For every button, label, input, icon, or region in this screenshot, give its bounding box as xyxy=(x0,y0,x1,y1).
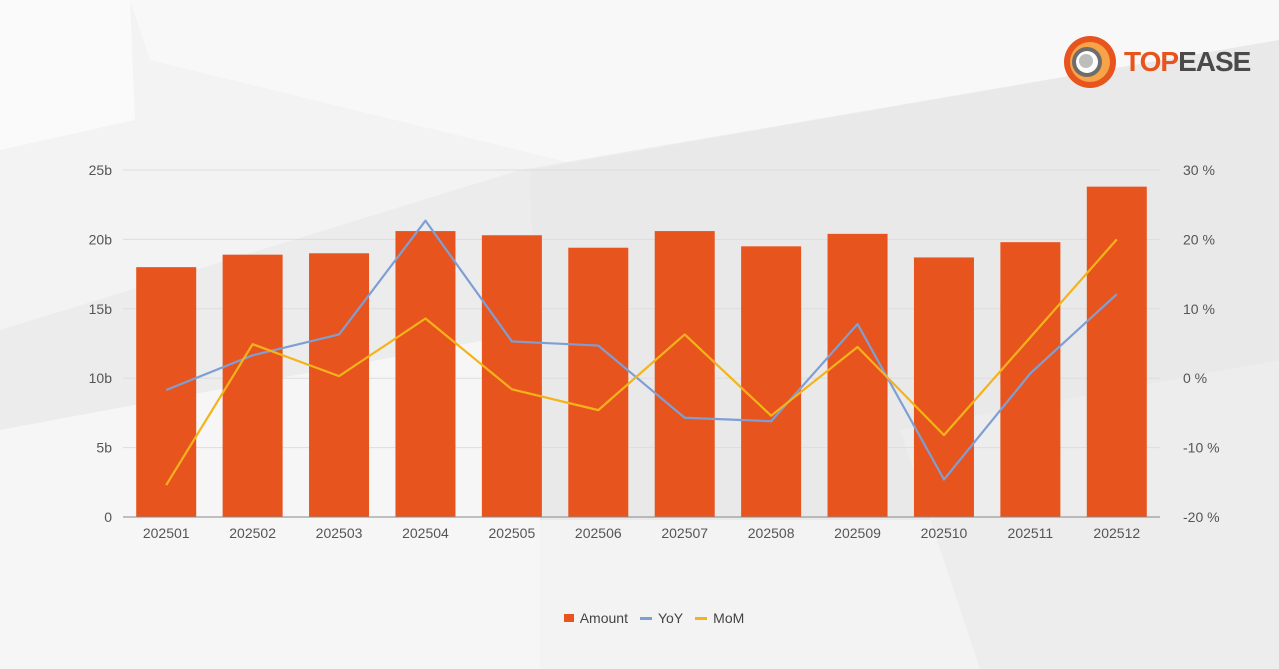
legend-label-amount: Amount xyxy=(579,610,628,626)
topease-logo: TOP EASE xyxy=(1062,34,1251,90)
yoy-line xyxy=(165,219,1118,481)
y-left-tick-label: 5b xyxy=(96,440,112,456)
y-left-tick-label: 15b xyxy=(89,301,113,317)
topease-logo-icon xyxy=(1064,36,1116,88)
x-tick-label: 202507 xyxy=(661,525,708,541)
x-tick-label: 202503 xyxy=(316,525,363,541)
y-left-tick-label: 25b xyxy=(89,162,113,178)
x-tick-label: 202504 xyxy=(402,525,449,541)
y-right-tick-label: 20 % xyxy=(1183,231,1215,247)
y-left-tick-label: 0 xyxy=(104,509,112,525)
y-right-tick-label: 30 % xyxy=(1183,162,1215,178)
x-tick-label: 202511 xyxy=(1008,525,1054,541)
legend-label-yoy: YoY xyxy=(657,610,684,626)
legend-item-amount[interactable]: Amount xyxy=(563,610,628,626)
axes: 0 5b 10b 15b 20b 25b -20 % -10 % 0 % 10 % 20 % 30 %… xyxy=(89,162,1220,541)
mom-line xyxy=(165,238,1118,486)
legend-swatch-mom xyxy=(695,616,708,620)
legend-item-mom[interactable]: MoM xyxy=(695,610,744,626)
x-tick-label: 202501 xyxy=(143,525,190,541)
x-tick-label: 202506 xyxy=(575,525,622,541)
amount-bar xyxy=(1086,186,1147,517)
logo-wordmark: TOP EASE xyxy=(1124,46,1251,77)
x-tick-label: 202502 xyxy=(229,525,276,541)
y-right-tick-label: 0 % xyxy=(1183,370,1207,386)
legend-swatch-yoy xyxy=(639,616,652,620)
x-tick-label: 202508 xyxy=(748,525,795,541)
x-tick-label: 202512 xyxy=(1093,525,1140,541)
x-tick-label: 202505 xyxy=(489,525,536,541)
amount-bar xyxy=(741,246,802,517)
y-left-tick-label: 20b xyxy=(89,231,113,247)
chart-legend: Amount YoY MoM xyxy=(0,610,1279,626)
amount-bars xyxy=(136,186,1147,517)
amount-bar xyxy=(827,233,888,517)
amount-bar xyxy=(568,247,629,517)
legend-swatch-amount xyxy=(563,614,574,622)
y-right-tick-label: -10 % xyxy=(1183,440,1220,456)
amount-bar xyxy=(395,231,456,517)
legend-label-mom: MoM xyxy=(713,610,745,626)
x-tick-label: 202510 xyxy=(921,525,968,541)
trend-lines xyxy=(165,219,1118,486)
amount-bar xyxy=(481,235,542,517)
grid-lines xyxy=(123,169,1160,449)
amount-bar xyxy=(654,231,715,517)
y-right-tick-label: -20 % xyxy=(1183,509,1220,525)
amount-bar xyxy=(913,257,974,517)
amount-bar xyxy=(222,254,283,517)
amount-bar xyxy=(136,267,197,517)
x-tick-label: 202509 xyxy=(834,525,881,541)
y-right-tick-label: 10 % xyxy=(1183,301,1215,317)
amount-bar xyxy=(1000,242,1061,517)
amount-bar xyxy=(309,253,370,517)
y-left-tick-label: 10b xyxy=(89,370,113,386)
legend-item-yoy[interactable]: YoY xyxy=(639,610,684,626)
